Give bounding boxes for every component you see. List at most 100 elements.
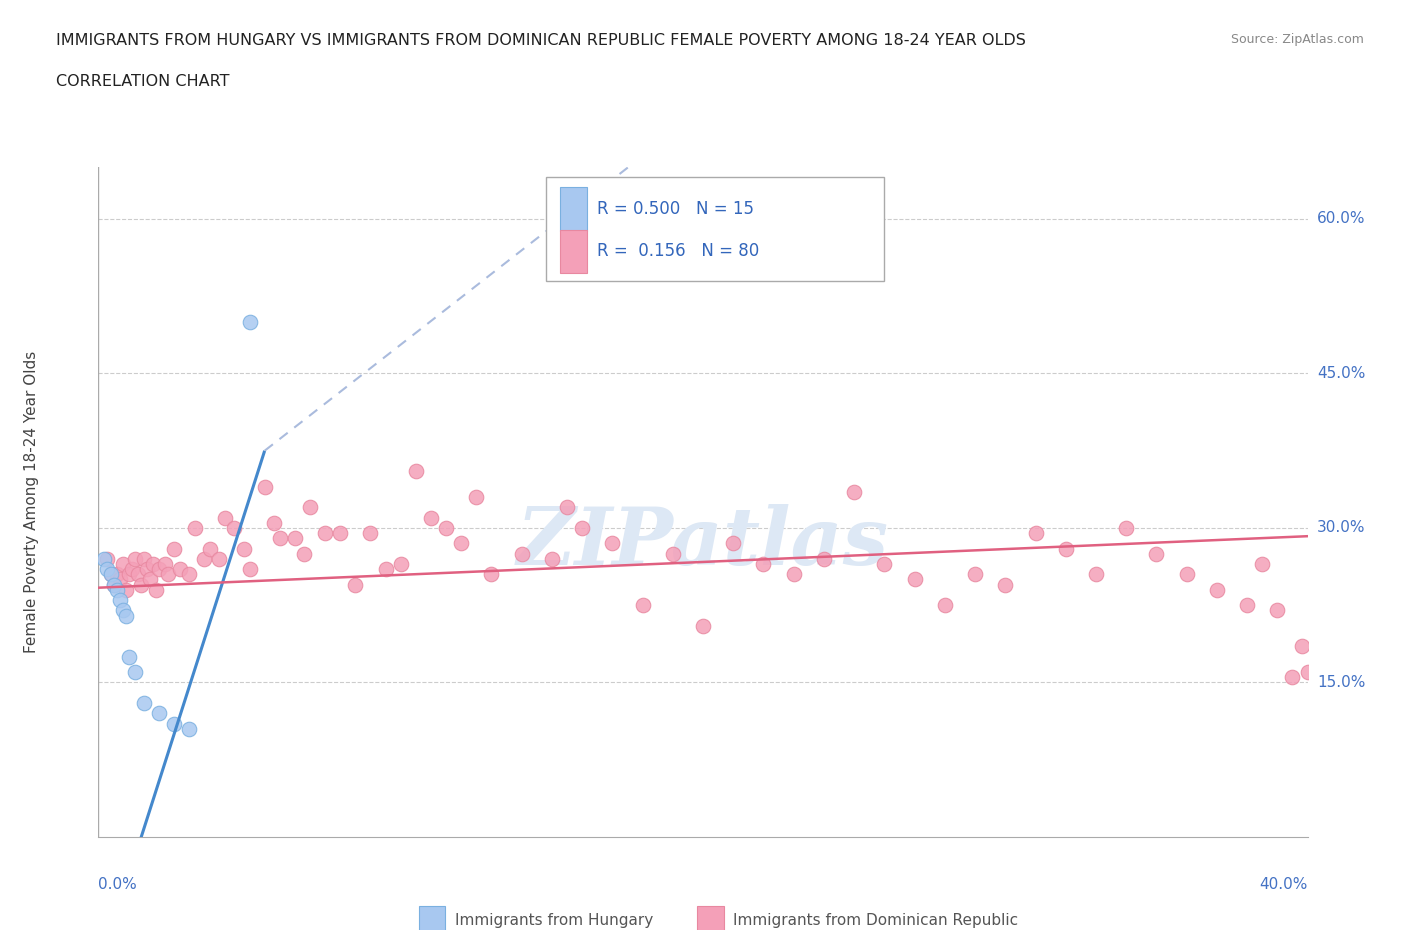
Point: [571, 521, 593, 536]
Point: [904, 572, 927, 587]
Bar: [561, 188, 586, 231]
Point: [873, 556, 896, 571]
Point: [239, 314, 262, 329]
Point: [121, 562, 143, 577]
Point: [510, 546, 533, 561]
Text: Immigrants from Dominican Republic: Immigrants from Dominican Republic: [734, 913, 1018, 928]
Point: [96, 551, 118, 566]
Point: [844, 485, 866, 499]
Point: [105, 582, 128, 597]
Point: [360, 525, 382, 540]
Point: [555, 500, 578, 515]
Point: [1281, 670, 1303, 684]
Point: [434, 521, 457, 536]
FancyBboxPatch shape: [546, 178, 884, 281]
Point: [263, 515, 285, 530]
Point: [208, 551, 231, 566]
Point: [224, 521, 246, 536]
Point: [100, 567, 122, 582]
Point: [153, 556, 176, 571]
Point: [200, 541, 222, 556]
Point: [389, 556, 412, 571]
Point: [1054, 541, 1077, 556]
Point: [314, 525, 336, 540]
Point: [329, 525, 352, 540]
Point: [100, 567, 122, 582]
Point: [118, 567, 141, 582]
Point: [1206, 582, 1229, 597]
Point: [419, 511, 441, 525]
Point: [602, 536, 624, 551]
Point: [661, 546, 683, 561]
Point: [752, 556, 775, 571]
Point: [124, 665, 146, 680]
Point: [481, 567, 503, 582]
Point: [374, 562, 396, 577]
Point: [139, 572, 162, 587]
Point: [813, 551, 835, 566]
Point: [114, 608, 136, 623]
Point: [118, 649, 141, 664]
Point: [465, 489, 488, 504]
Point: [232, 541, 254, 556]
Text: ZIPatlas: ZIPatlas: [517, 504, 889, 581]
Point: [135, 562, 157, 577]
Bar: [561, 230, 586, 273]
Point: [284, 531, 307, 546]
Text: 0.0%: 0.0%: [98, 877, 138, 892]
Point: [145, 582, 167, 597]
Point: [108, 572, 131, 587]
Point: [103, 578, 125, 592]
Text: 15.0%: 15.0%: [1317, 675, 1365, 690]
Point: [782, 567, 804, 582]
Point: [177, 567, 201, 582]
Text: Female Poverty Among 18-24 Year Olds: Female Poverty Among 18-24 Year Olds: [24, 352, 39, 654]
Point: [1236, 598, 1258, 613]
Point: [721, 536, 744, 551]
Point: [214, 511, 236, 525]
Point: [450, 536, 472, 551]
Point: [1144, 546, 1167, 561]
Point: [299, 500, 322, 515]
Text: Source: ZipAtlas.com: Source: ZipAtlas.com: [1230, 33, 1364, 46]
Point: [148, 562, 170, 577]
Text: 45.0%: 45.0%: [1317, 365, 1365, 381]
Point: [405, 464, 427, 479]
Point: [96, 562, 118, 577]
Point: [111, 603, 134, 618]
Point: [1175, 567, 1198, 582]
Point: [105, 567, 128, 582]
Point: [965, 567, 987, 582]
Point: [631, 598, 654, 613]
Point: [193, 551, 215, 566]
Point: [1085, 567, 1108, 582]
Point: [1024, 525, 1046, 540]
Point: [692, 618, 714, 633]
Point: [103, 578, 125, 592]
Point: [184, 521, 207, 536]
Text: R = 0.500   N = 15: R = 0.500 N = 15: [596, 200, 754, 218]
Point: [93, 551, 115, 566]
Point: [132, 696, 155, 711]
Point: [540, 551, 562, 566]
Text: 60.0%: 60.0%: [1317, 211, 1365, 226]
Text: CORRELATION CHART: CORRELATION CHART: [56, 74, 229, 89]
Point: [108, 592, 131, 607]
Point: [344, 578, 367, 592]
Point: [1291, 639, 1313, 654]
Point: [156, 567, 179, 582]
Text: IMMIGRANTS FROM HUNGARY VS IMMIGRANTS FROM DOMINICAN REPUBLIC FEMALE POVERTY AMO: IMMIGRANTS FROM HUNGARY VS IMMIGRANTS FR…: [56, 33, 1026, 47]
Point: [127, 567, 149, 582]
Point: [169, 562, 191, 577]
Text: R =  0.156   N = 80: R = 0.156 N = 80: [596, 242, 759, 260]
Point: [239, 562, 262, 577]
Point: [132, 551, 155, 566]
Point: [177, 722, 201, 737]
Bar: [419, 906, 446, 930]
Point: [1296, 665, 1319, 680]
Point: [1251, 556, 1274, 571]
Text: 40.0%: 40.0%: [1260, 877, 1308, 892]
Text: 30.0%: 30.0%: [1317, 521, 1365, 536]
Text: Immigrants from Hungary: Immigrants from Hungary: [456, 913, 654, 928]
Point: [1115, 521, 1137, 536]
